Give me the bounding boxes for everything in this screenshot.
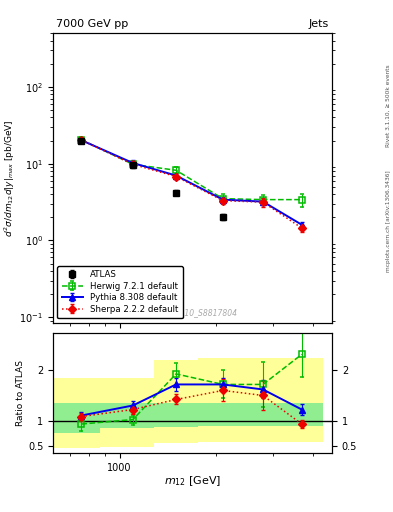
Text: mcplots.cern.ch [arXiv:1306.3436]: mcplots.cern.ch [arXiv:1306.3436] [386, 170, 391, 272]
Y-axis label: Ratio to ATLAS: Ratio to ATLAS [16, 360, 25, 426]
Text: Jets: Jets [309, 19, 329, 29]
Text: 7000 GeV pp: 7000 GeV pp [56, 19, 128, 29]
X-axis label: $m_{12}$ [GeV]: $m_{12}$ [GeV] [164, 474, 221, 488]
Legend: ATLAS, Herwig 7.2.1 default, Pythia 8.308 default, Sherpa 2.2.2 default: ATLAS, Herwig 7.2.1 default, Pythia 8.30… [57, 266, 183, 318]
Text: ATLAS_2010_S8817804: ATLAS_2010_S8817804 [147, 308, 238, 317]
Y-axis label: $d^2\sigma/dm_{12}d|y|_{max}$ [pb/GeV]: $d^2\sigma/dm_{12}d|y|_{max}$ [pb/GeV] [2, 119, 17, 237]
Text: Rivet 3.1.10, ≥ 500k events: Rivet 3.1.10, ≥ 500k events [386, 65, 391, 147]
